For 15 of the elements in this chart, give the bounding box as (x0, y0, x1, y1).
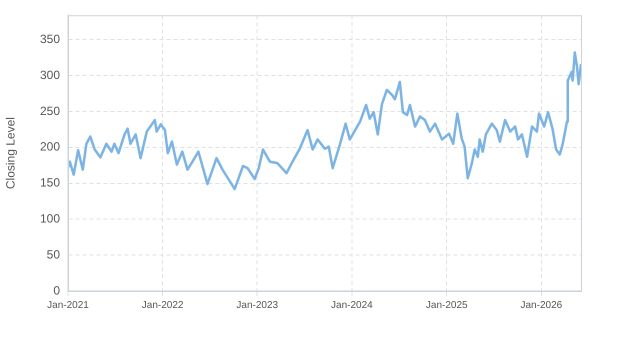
y-tick-label: 100 (40, 211, 60, 226)
x-tick-label: Jan-2021 (47, 300, 90, 311)
y-tick-label: 150 (40, 176, 60, 190)
x-tick-label: Jan-2024 (330, 300, 374, 311)
y-tick-label: 350 (40, 32, 60, 46)
y-tick-label: 300 (40, 68, 60, 82)
x-tick-label: Jan-2025 (426, 300, 468, 311)
y-tick-label: 200 (40, 140, 60, 154)
y-tick-label: 0 (53, 283, 60, 298)
y-axis-title: Closing Level (4, 117, 18, 190)
y-tick-label: 250 (40, 104, 60, 118)
x-tick-label: Jan-2026 (520, 300, 563, 311)
x-tick-label: Jan-2023 (236, 300, 279, 311)
y-tick-label: 50 (46, 247, 60, 262)
x-tick-label: Jan-2022 (142, 300, 184, 311)
